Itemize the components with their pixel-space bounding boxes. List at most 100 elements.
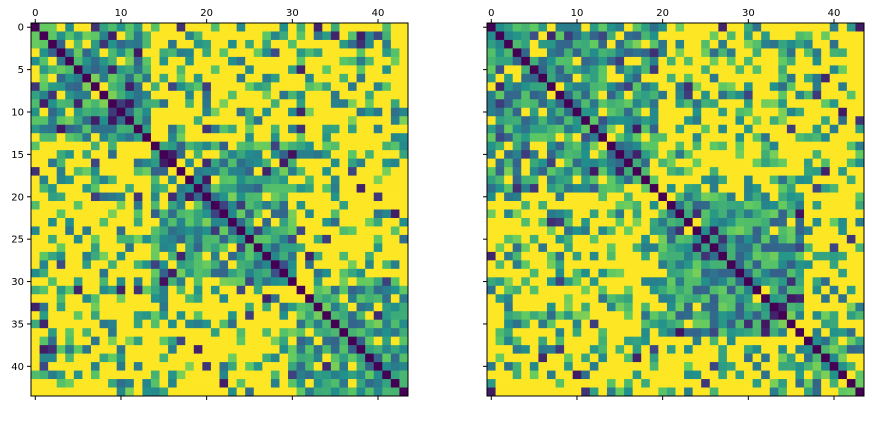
heatmap-cell (641, 345, 651, 355)
heatmap-cell (65, 184, 75, 193)
heatmap-cell (521, 23, 531, 32)
heatmap-cell (804, 268, 813, 278)
heatmap-cell (236, 150, 246, 160)
heatmap-cell (253, 328, 263, 338)
heatmap-cell (125, 133, 135, 143)
heatmap-cell (382, 319, 392, 329)
heatmap-cell (529, 23, 539, 32)
heatmap-cell (90, 150, 100, 160)
heatmap-cell (296, 56, 306, 66)
heatmap-cell (718, 192, 728, 202)
heatmap-cell (778, 311, 788, 321)
heatmap-cell (692, 124, 702, 134)
heatmap-cell (176, 251, 186, 261)
heatmap-cell (624, 73, 634, 83)
heatmap-cell (752, 82, 762, 92)
heatmap-cell (632, 209, 642, 219)
heatmap-cell (125, 124, 135, 134)
heatmap-cell (253, 294, 263, 304)
heatmap-cell (270, 302, 280, 312)
heatmap-cell (219, 133, 229, 143)
heatmap-cell (581, 370, 591, 380)
heatmap-cell (555, 48, 565, 58)
heatmap-cell (99, 99, 109, 109)
heatmap-cell (718, 379, 728, 388)
heatmap-cell (624, 141, 634, 151)
heatmap-cell (555, 217, 565, 227)
heatmap-cell (838, 31, 848, 41)
heatmap-cell (855, 31, 865, 41)
heatmap-cell (615, 209, 625, 219)
heatmap-cell (658, 268, 668, 278)
heatmap-cell (382, 99, 392, 109)
heatmap-cell (90, 39, 100, 49)
heatmap-cell (270, 167, 280, 176)
heatmap-cell (125, 260, 135, 270)
heatmap-cell (761, 328, 771, 338)
heatmap-cell (150, 158, 160, 168)
heatmap-cell (245, 260, 255, 270)
heatmap-cell (390, 175, 400, 185)
heatmap-cell (495, 39, 505, 49)
heatmap-cell (210, 379, 220, 388)
heatmap-cell (330, 209, 340, 219)
heatmap-cell (82, 48, 92, 58)
heatmap-cell (108, 234, 118, 244)
heatmap-cell (718, 184, 728, 193)
heatmap-cell (339, 268, 349, 278)
heatmap-cell (150, 39, 160, 49)
heatmap-cell (761, 234, 771, 244)
heatmap-cell (262, 328, 272, 338)
heatmap-cell (649, 31, 659, 41)
heatmap-cell (31, 201, 40, 210)
heatmap-cell (245, 116, 255, 126)
heatmap-cell (718, 116, 728, 126)
heatmap-cell (305, 336, 315, 346)
heatmap-cell (812, 23, 822, 32)
heatmap-cell (82, 353, 92, 363)
heatmap-cell (564, 90, 574, 100)
heatmap-cell (339, 31, 349, 41)
heatmap-cell (185, 192, 195, 202)
heatmap-cell (812, 234, 822, 244)
heatmap-cell (322, 133, 332, 143)
heatmap-cell (168, 73, 178, 83)
heatmap-cell (504, 192, 514, 202)
heatmap-cell (330, 175, 340, 185)
heatmap-cell (778, 65, 788, 75)
heatmap-cell (322, 226, 332, 236)
heatmap-cell (632, 150, 642, 160)
x-tick-label: 10 (571, 8, 584, 19)
heatmap-cell (202, 90, 212, 100)
heatmap-cell (142, 39, 152, 49)
heatmap-cell (150, 353, 160, 363)
heatmap-cell (288, 133, 298, 143)
heatmap-cell (390, 362, 400, 371)
heatmap-cell (564, 353, 574, 363)
heatmap-cell (804, 184, 813, 193)
heatmap-cell (365, 260, 375, 270)
heatmap-cell (279, 192, 289, 202)
heatmap-cell (150, 328, 160, 338)
heatmap-cell (658, 23, 668, 32)
heatmap-cell (555, 150, 565, 160)
heatmap-cell (735, 124, 745, 134)
heatmap-cell (572, 370, 582, 380)
heatmap-cell (812, 260, 822, 270)
heatmap-cell (108, 319, 118, 329)
y-tick-label: 25 (11, 235, 24, 246)
heatmap-cell (348, 260, 357, 270)
heatmap-cell (726, 302, 736, 312)
heatmap-cell (521, 99, 531, 109)
heatmap-cell (185, 150, 195, 160)
heatmap-cell (795, 311, 805, 321)
heatmap-cell (521, 141, 531, 151)
heatmap-cell (399, 387, 409, 397)
heatmap-cell (228, 56, 238, 66)
heatmap-cell (701, 387, 711, 397)
heatmap-cell (90, 99, 100, 109)
heatmap-cell (82, 209, 92, 219)
heatmap-cell (245, 150, 255, 160)
heatmap-cell (769, 116, 779, 126)
heatmap-cell (666, 175, 676, 185)
